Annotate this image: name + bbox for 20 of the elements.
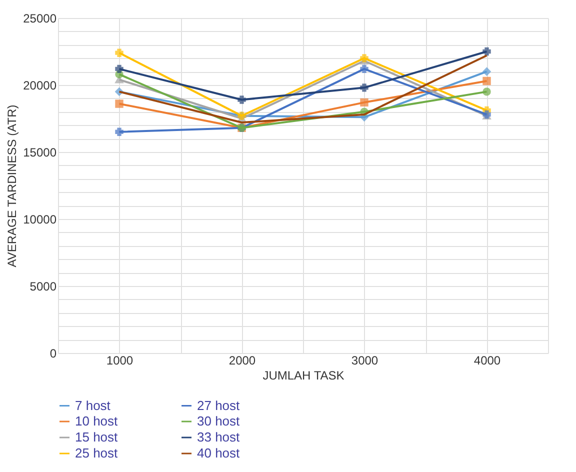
legend-label: 15 host (75, 430, 118, 444)
y-tick-label: 5000 (30, 280, 57, 294)
legend-label: 7 host (75, 398, 111, 413)
x-tick-label: 2000 (228, 354, 256, 368)
legend-label: 40 host (197, 446, 240, 460)
legend-label: 33 host (197, 430, 240, 444)
x-tick-label: 3000 (351, 354, 378, 368)
legend-label: 30 host (197, 414, 240, 428)
y-tick-label: 15000 (23, 146, 57, 160)
y-tick-label: 10000 (23, 212, 57, 226)
y-axis-title: AVERAGE TARDINESS (ATR) (5, 104, 20, 268)
legend-label: 27 host (197, 398, 240, 413)
legend-label: 10 host (75, 414, 118, 428)
x-axis-title: JUMLAH TASK (262, 368, 344, 382)
y-tick-label: 0 (50, 346, 57, 360)
legend-label: 25 host (75, 446, 118, 460)
x-tick-label: 1000 (106, 354, 134, 368)
y-tick-label: 25000 (23, 12, 57, 26)
y-tick-label: 20000 (23, 78, 57, 92)
x-tick-label: 4000 (474, 354, 501, 368)
